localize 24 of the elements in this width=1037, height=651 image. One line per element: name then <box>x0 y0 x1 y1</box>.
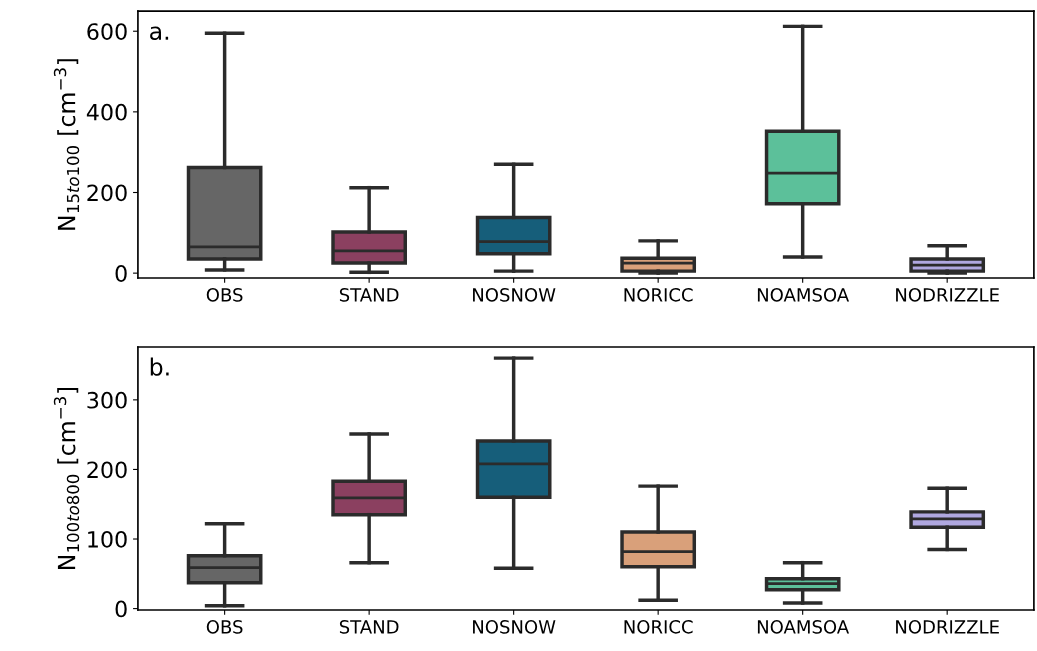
x-tick-label: OBS <box>206 288 243 302</box>
x-tick-label: NORICC <box>624 288 693 302</box>
x-tick-label: NOAMSOA <box>757 620 850 634</box>
y-tick-label: 100 <box>88 530 127 548</box>
x-tick-label: NORICC <box>624 620 693 634</box>
x-tick-label: NODRIZZLE <box>896 288 999 302</box>
y-tick-label: 200 <box>87 184 127 202</box>
x-tick-label: NOSNOW <box>473 620 556 634</box>
annotation: b. <box>150 357 169 376</box>
x-tick-label: NODRIZZLE <box>896 620 999 634</box>
x-tick-label: NOAMSOA <box>757 288 850 302</box>
y-tick-label: 600 <box>87 23 127 40</box>
y-axis-title: N$_{15to100}$ [cm$^{−3}$] <box>53 59 80 230</box>
y-tick-label: 300 <box>87 391 127 409</box>
x-tick-label: NOSNOW <box>473 288 556 302</box>
y-tick-label: 400 <box>86 103 127 121</box>
y-tick-label: 0 <box>115 265 127 282</box>
x-tick-label: STAND <box>339 620 399 634</box>
x-tick-label: STAND <box>339 288 399 302</box>
y-axis-title: N$_{100to800}$ [cm$^{−3}$] <box>53 387 80 569</box>
annotation: a. <box>150 26 169 41</box>
x-tick-label: OBS <box>206 620 243 634</box>
y-tick-label: 0 <box>115 600 127 618</box>
y-tick-label: 200 <box>87 461 127 479</box>
